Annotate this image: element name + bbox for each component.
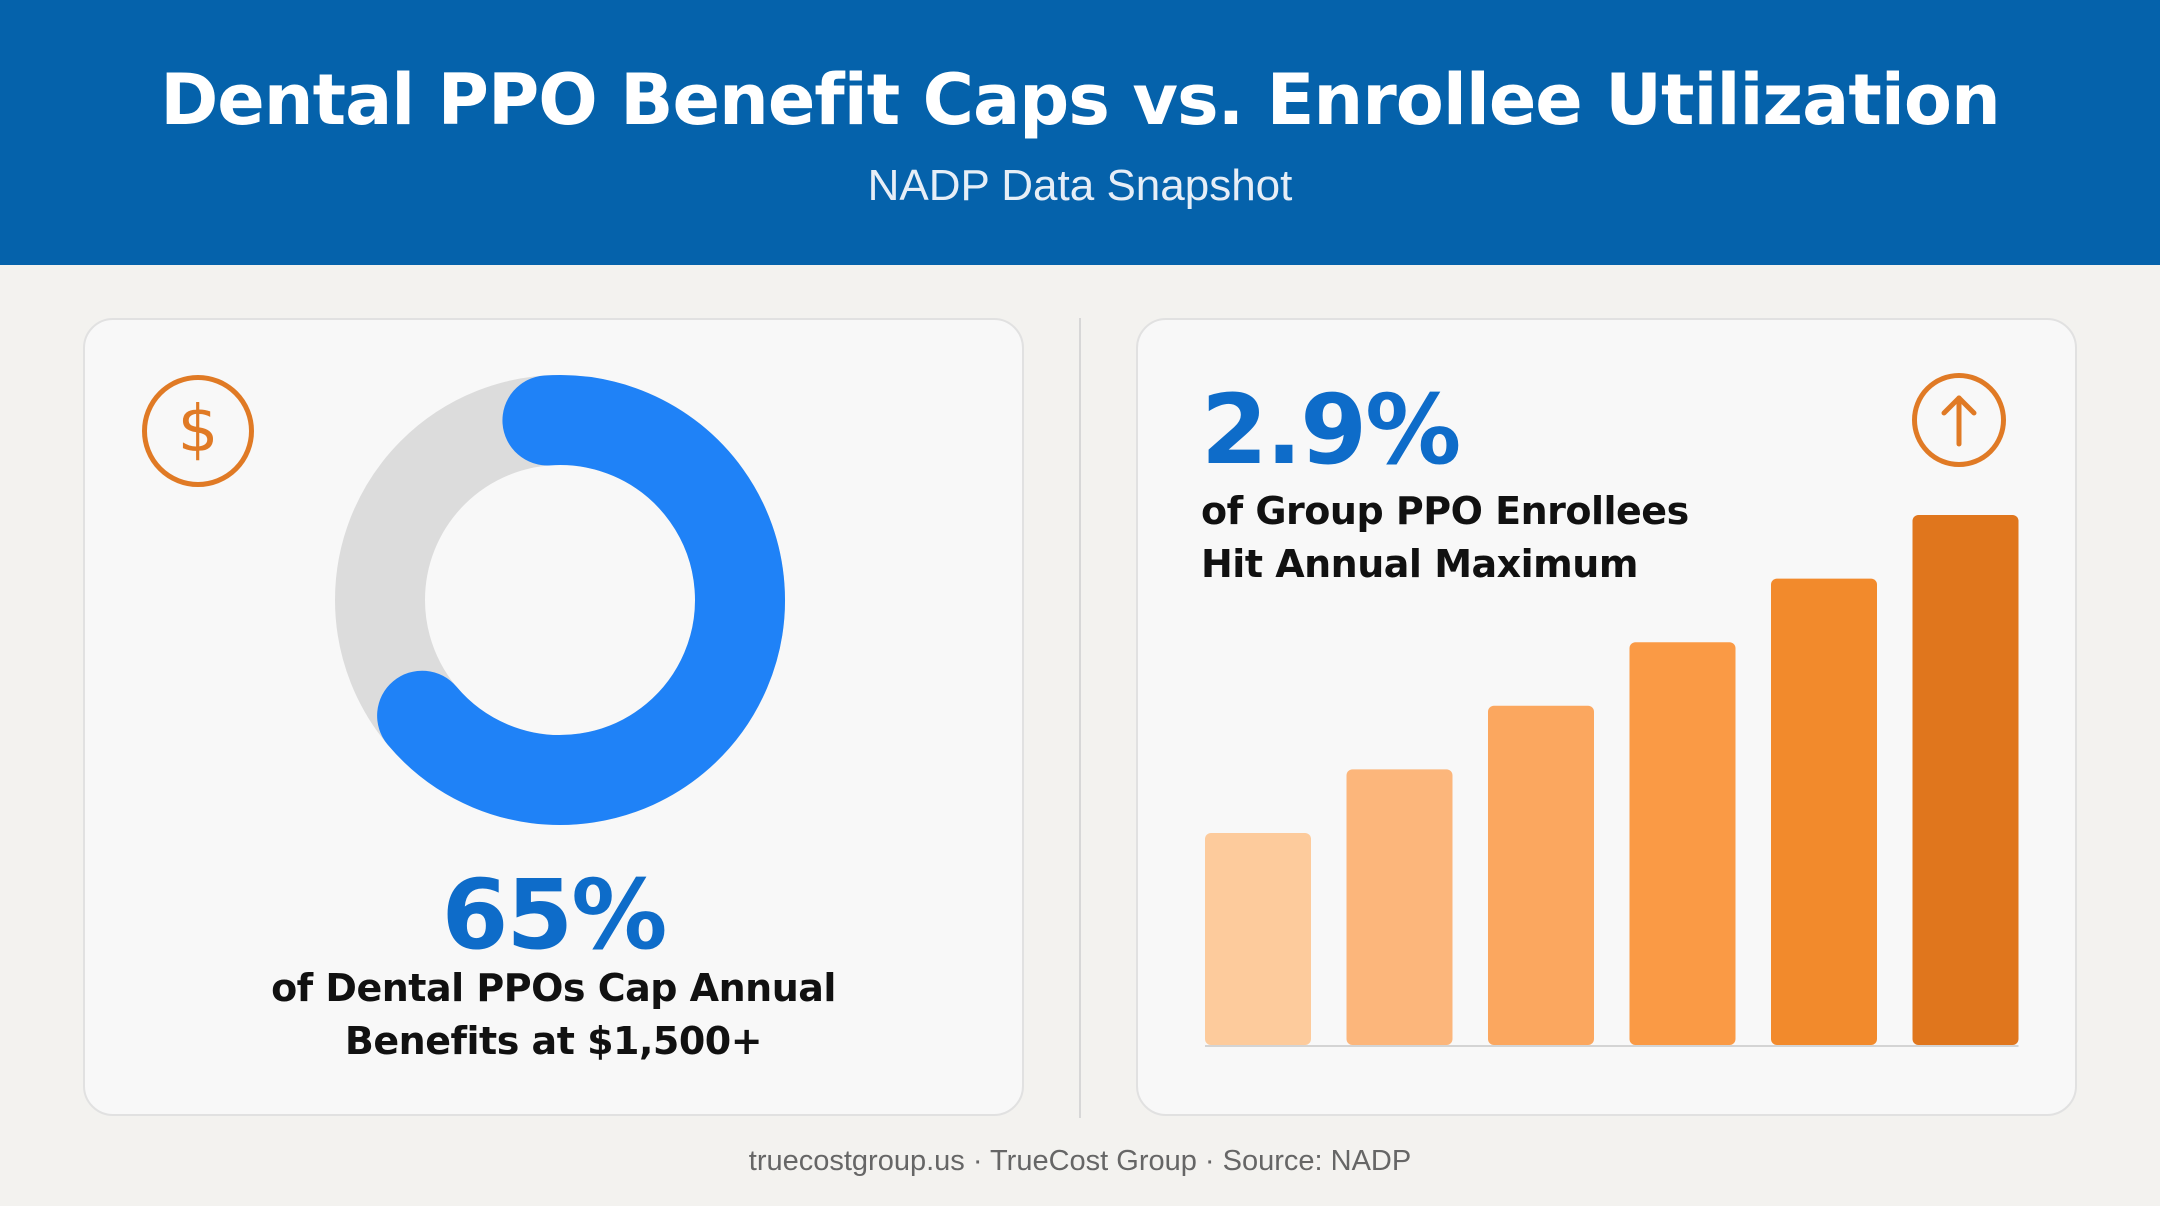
page-subtitle: NADP Data Snapshot	[867, 161, 1293, 210]
benefit-cap-stat: 65%	[441, 859, 668, 971]
benefit-cap-caption: of Dental PPOs Cap Annual Benefits at $1…	[125, 962, 982, 1068]
utilization-caption-line1: of Group PPO Enrollees	[1201, 489, 1689, 533]
utilization-card: 2.9% of Group PPO Enrollees Hit Annual M…	[1136, 318, 2077, 1116]
benefit-cap-card: $ 65% of Dental PPOs Cap Annual Benefits…	[83, 318, 1024, 1116]
benefit-cap-caption-line1: of Dental PPOs Cap Annual	[271, 966, 836, 1010]
bar	[1346, 769, 1453, 1045]
donut-slice	[377, 375, 785, 825]
bar	[1205, 833, 1311, 1045]
bar	[1629, 642, 1736, 1045]
bar-chart	[1205, 515, 2019, 1047]
utilization-caption: of Group PPO Enrollees Hit Annual Maximu…	[1201, 485, 1761, 591]
panel-divider	[1079, 318, 1081, 1118]
arrow-up-icon	[1912, 373, 2006, 467]
footer-credit: truecostgroup.us · TrueCost Group · Sour…	[748, 1145, 1412, 1177]
bar	[1771, 578, 1877, 1045]
header-banner: Dental PPO Benefit Caps vs. Enrollee Uti…	[0, 0, 2160, 265]
donut-chart	[335, 375, 785, 825]
dollar-icon: $	[142, 375, 254, 487]
utilization-caption-line2: Hit Annual Maximum	[1201, 542, 1638, 586]
benefit-cap-caption-line2: Benefits at $1,500+	[344, 1019, 763, 1063]
utilization-stat: 2.9%	[1201, 374, 1461, 486]
bar	[1488, 705, 1594, 1045]
page-title: Dental PPO Benefit Caps vs. Enrollee Uti…	[160, 59, 2001, 141]
bar	[1912, 515, 2019, 1045]
